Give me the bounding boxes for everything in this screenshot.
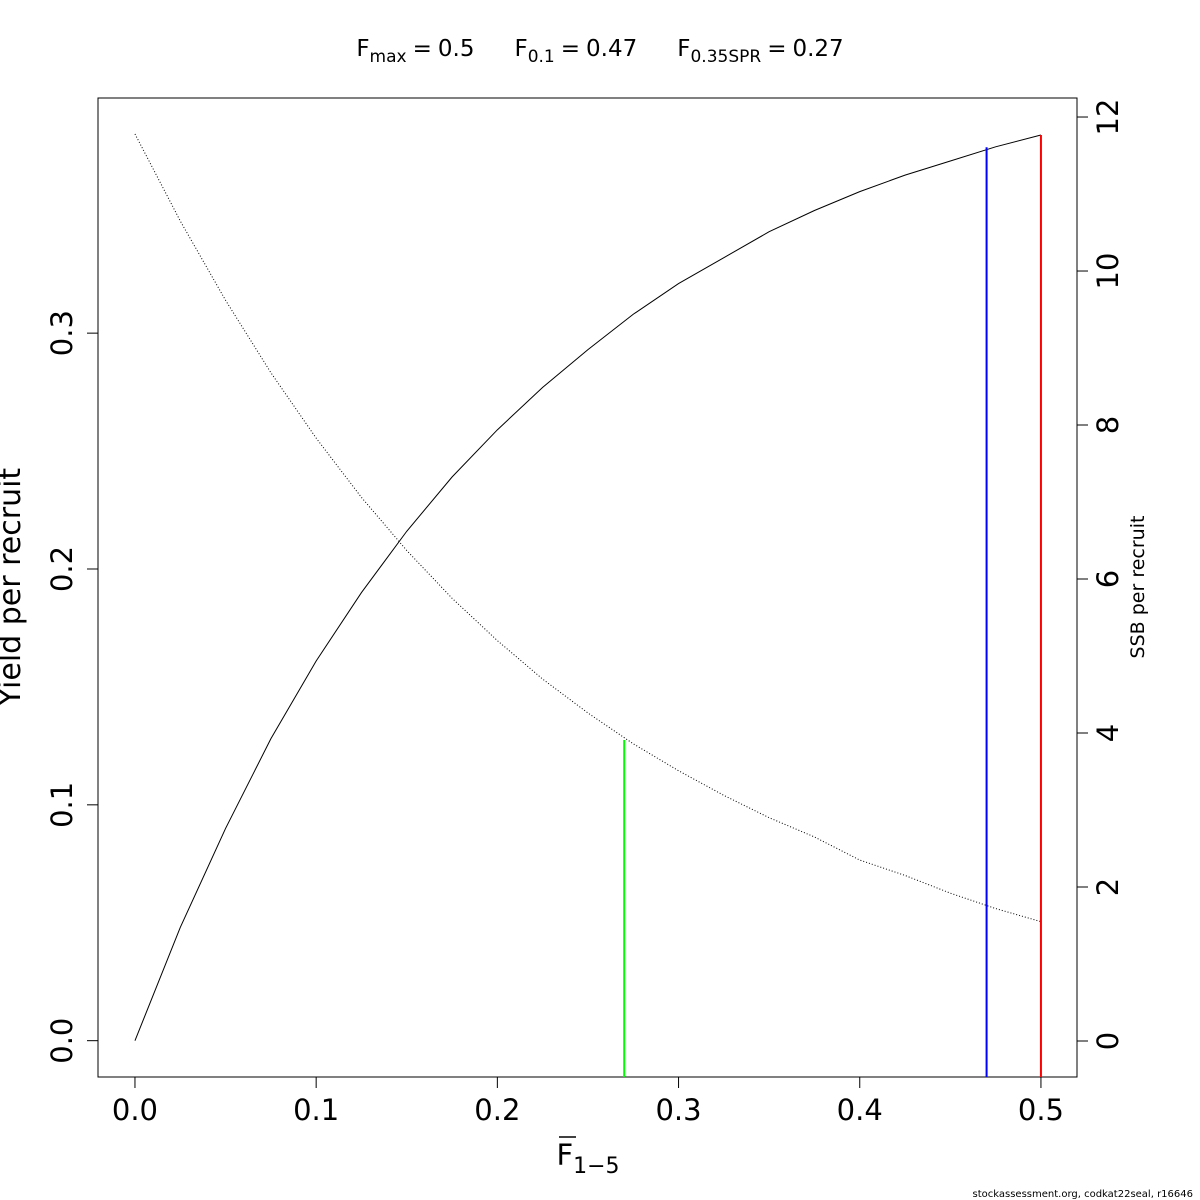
y-axis-label: Yield per recruit — [0, 468, 28, 708]
series-line — [134, 133, 1042, 923]
y2-tick-label: 0 — [1091, 1032, 1125, 1050]
y-tick-label: 0.3 — [45, 310, 79, 356]
y2-tick-label: 8 — [1091, 416, 1125, 434]
y-tick-label: 0.2 — [45, 546, 79, 592]
title-symbol: F — [677, 36, 690, 62]
x-tick-label: 0.4 — [837, 1093, 883, 1127]
x-tick-label: 0.2 — [474, 1093, 520, 1127]
y-tick-label: 0.1 — [45, 782, 79, 828]
y2-tick-label: 2 — [1091, 878, 1125, 896]
title-symbol: F — [514, 36, 527, 62]
title-value: 0.47 — [586, 36, 637, 62]
title-subscript: max — [370, 47, 407, 67]
x-tick-label: 0.5 — [1018, 1093, 1064, 1127]
y2-axis-label: SSB per recruit — [1127, 516, 1149, 659]
title-separator: = — [767, 36, 786, 62]
title-separator: = — [561, 36, 580, 62]
title-value: 0.27 — [792, 36, 843, 62]
x-tick-label: 0.3 — [655, 1093, 701, 1127]
y2-tick-label: 12 — [1091, 99, 1125, 136]
x-axis-label: F1−5 — [556, 1138, 619, 1179]
x-label-subscript: 1−5 — [573, 1154, 619, 1179]
y2-tick-label: 4 — [1091, 724, 1125, 742]
chart-title: Fmax = 0.5 F0.1 = 0.47 F0.35SPR = 0.27 — [356, 36, 843, 67]
title-separator: = — [413, 36, 432, 62]
y2-tick-label: 10 — [1091, 253, 1125, 290]
title-symbol: F — [356, 36, 369, 62]
title-subscript: 0.35SPR — [690, 47, 761, 67]
title-value: 0.5 — [438, 36, 475, 62]
plot-frame — [97, 97, 1078, 1078]
title-subscript: 0.1 — [528, 47, 555, 67]
footer: stockassessment.org, codkat22seal, r1664… — [973, 1189, 1193, 1200]
x-tick-label: 0.1 — [293, 1093, 339, 1127]
y-tick-label: 0.0 — [45, 1018, 79, 1064]
x-label-symbol: F — [556, 1138, 573, 1172]
y2-tick-label: 6 — [1091, 570, 1125, 588]
series-line — [134, 134, 1042, 1041]
x-tick-label: 0.0 — [112, 1093, 158, 1127]
